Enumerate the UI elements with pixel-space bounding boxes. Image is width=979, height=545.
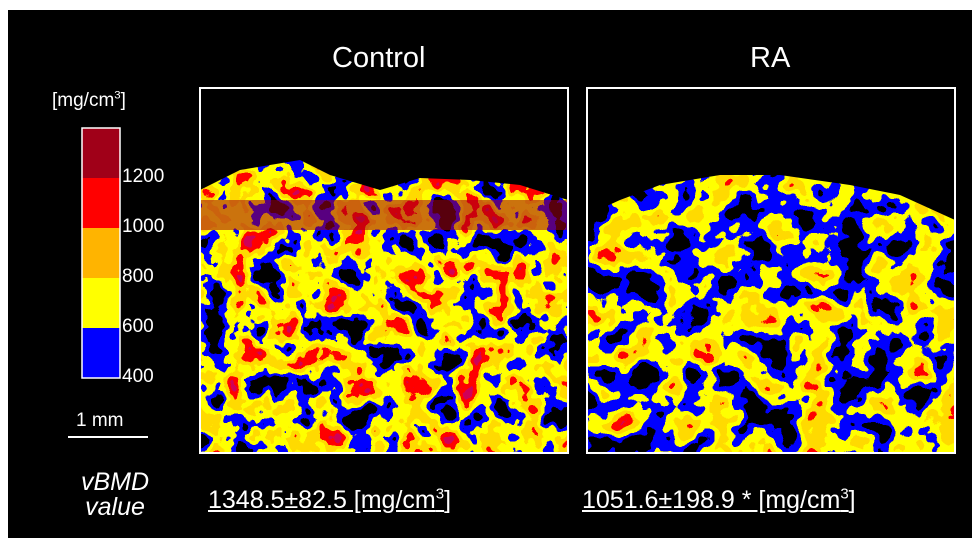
colorbar-unit: [mg/cm3]: [52, 90, 126, 112]
unit-text: [mg/cm: [52, 90, 115, 111]
scale-label: 1 mm: [76, 410, 124, 431]
value-main: 1348.5±82.5 [mg/cm: [208, 486, 436, 514]
image-frame: [199, 87, 569, 454]
colorbar-band: [82, 128, 120, 178]
value-close: ]: [848, 486, 856, 514]
unit-text: ]: [120, 90, 126, 111]
panel-title: RA: [750, 42, 791, 74]
colorbar-tick-label: 1200: [122, 166, 165, 187]
value-close: ]: [444, 486, 452, 514]
value-sup: 3: [435, 485, 445, 503]
colorbar-tick-label: 800: [122, 266, 154, 287]
cortical-band: [200, 200, 568, 230]
colorbar-band: [82, 178, 120, 228]
value-text: 1051.6±198.9 * [mg/cm3]: [582, 486, 856, 515]
image-frame: [586, 87, 956, 454]
colorbar-tick-label: 600: [122, 316, 154, 337]
row-label-line: vBMD: [80, 468, 150, 496]
image-background: [200, 88, 568, 200]
colorbar-frame: [81, 127, 121, 379]
unit-sup: 3: [114, 89, 121, 102]
image-background: [587, 88, 955, 220]
colorbar-tick-label: 400: [122, 366, 154, 387]
value-main: 1051.6±198.9 * [mg/cm: [582, 486, 841, 514]
colorbar-tick-label: 1000: [122, 216, 165, 237]
row-label-line: value: [85, 493, 145, 521]
row-label: vBMD value: [60, 470, 170, 520]
panel-title: Control: [332, 42, 426, 74]
colorbar: [82, 128, 120, 378]
value-sup: 3: [840, 485, 849, 503]
colorbar-band: [82, 328, 120, 378]
colorbar-band: [82, 278, 120, 328]
value-text: 1348.5±82.5 [mg/cm3]: [208, 486, 451, 515]
colorbar-band: [82, 228, 120, 278]
